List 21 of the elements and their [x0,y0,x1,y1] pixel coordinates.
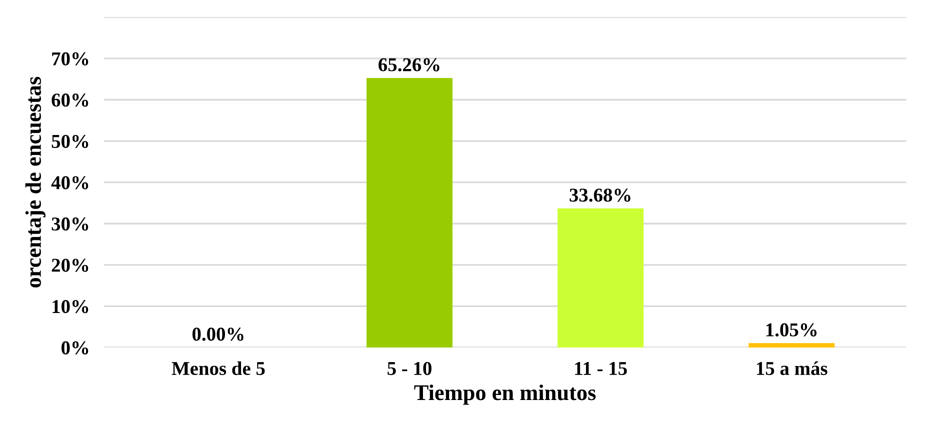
x-axis-title: Tiempo en minutos [414,384,596,405]
y-tick-label: 10% [52,300,88,314]
y-tick-label: 20% [52,258,88,272]
y-tick-label: 50% [52,134,88,148]
data-label: 65.26% [378,58,440,72]
y-tick-label: 30% [52,217,88,231]
y-axis-title: orcentaje de encuestas [25,76,46,288]
x-tick-label: 5 - 10 [388,362,432,376]
y-tick-label: 0% [62,341,88,354]
y-tick-label: 40% [51,176,88,190]
data-label: 0.00% [192,328,244,341]
x-tick-label: Menos de 5 [172,361,265,376]
data-label: 33.68% [570,188,630,202]
data-label: 1.05% [766,323,817,337]
bar [748,343,835,348]
x-tick-label: 15 a más [756,361,828,376]
bar [366,78,452,348]
x-tick-label: 11 - 15 [575,362,627,376]
y-tick-label: 60% [52,94,88,107]
bar [558,208,644,348]
y-tick-label: 70% [52,52,88,66]
